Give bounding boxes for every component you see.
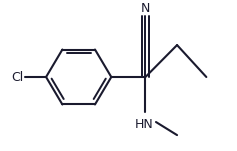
Text: Cl: Cl xyxy=(12,71,24,84)
Text: HN: HN xyxy=(135,118,154,131)
Text: N: N xyxy=(141,2,150,15)
